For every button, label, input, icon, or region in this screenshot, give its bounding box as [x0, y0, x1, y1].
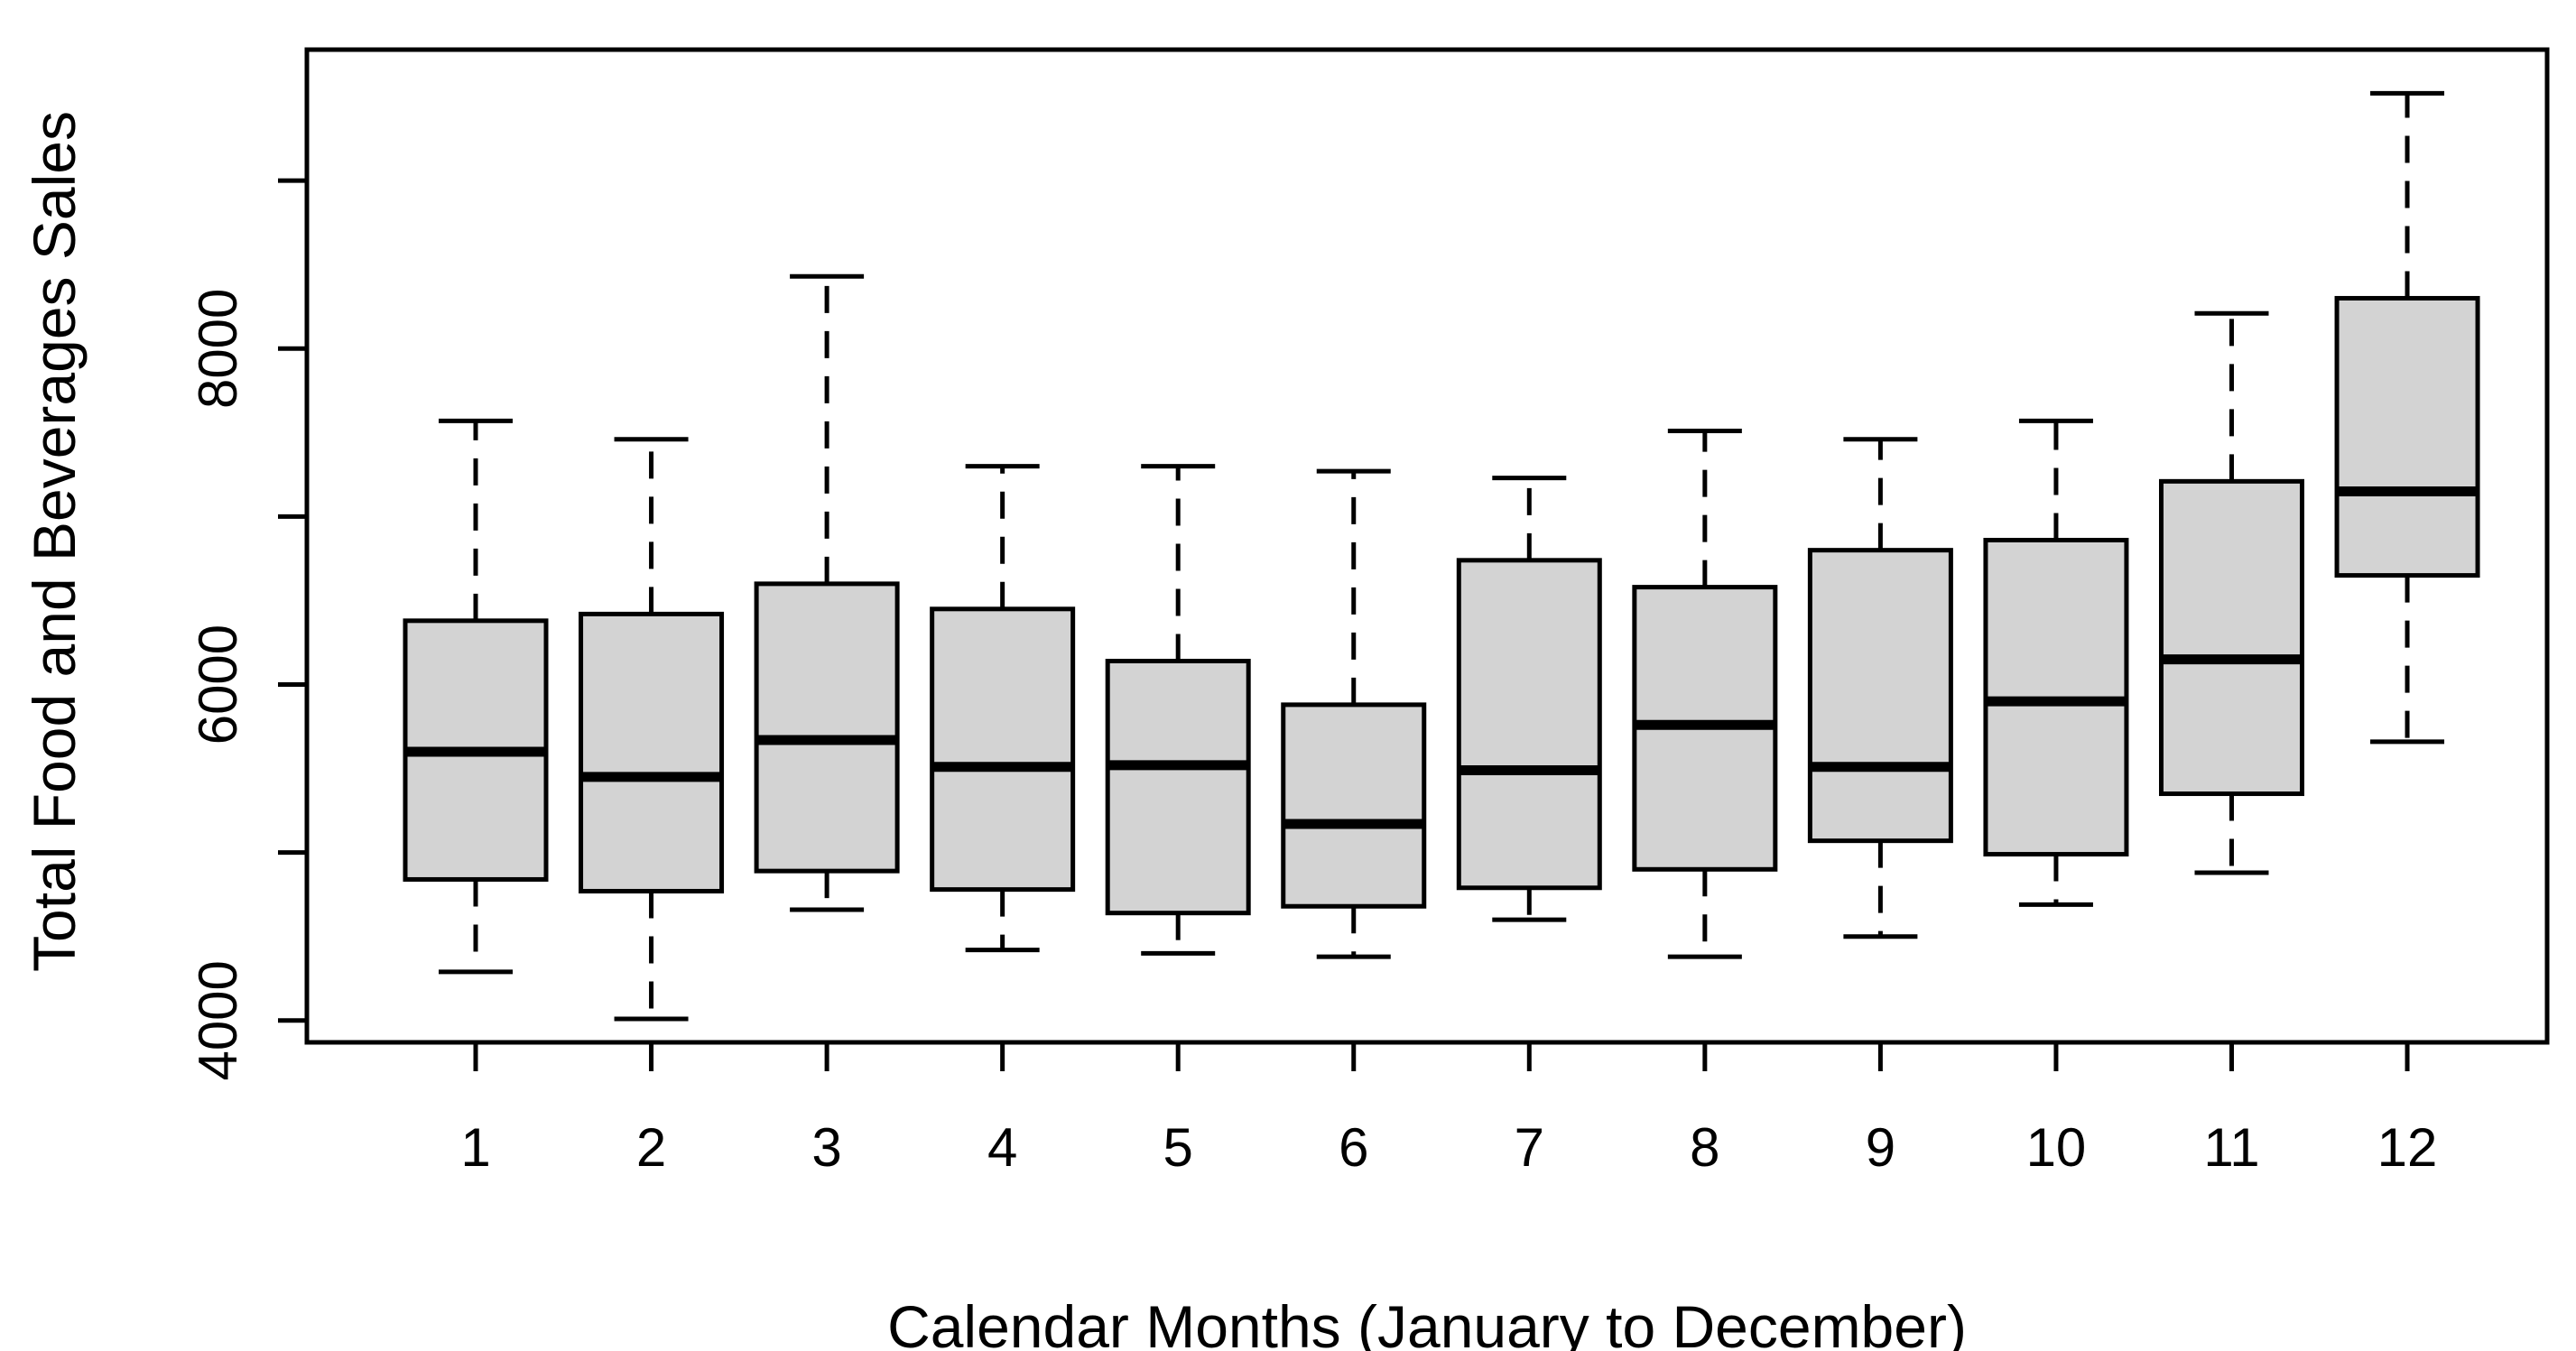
x-tick-label-2: 2 — [636, 1117, 666, 1178]
y-axis-title: Total Food and Beverages Sales — [21, 111, 88, 972]
plot-border — [304, 47, 2550, 1045]
x-axis-title: Calendar Months (January to December) — [887, 1293, 1967, 1351]
x-tick-label-7: 7 — [1515, 1117, 1544, 1178]
x-tick-label-10: 10 — [2026, 1117, 2087, 1178]
box-month-5 — [1105, 658, 1251, 916]
x-tick-label-9: 9 — [1866, 1117, 1895, 1178]
y-tick-label-8000: 8000 — [188, 289, 248, 409]
x-tick-label-1: 1 — [460, 1117, 490, 1178]
box-month-4 — [930, 606, 1076, 893]
x-tick-label-8: 8 — [1690, 1117, 1719, 1178]
x-tick-label-11: 11 — [2203, 1117, 2259, 1178]
box-month-9 — [1807, 548, 1953, 844]
box-month-12 — [2334, 295, 2480, 578]
box-month-2 — [579, 611, 725, 893]
box-month-6 — [1281, 702, 1427, 909]
x-tick-label-5: 5 — [1163, 1117, 1193, 1178]
box-month-7 — [1456, 558, 1602, 891]
x-tick-label-3: 3 — [811, 1117, 841, 1178]
x-tick-label-6: 6 — [1339, 1117, 1368, 1178]
y-tick-label-4000: 4000 — [188, 960, 248, 1080]
y-tick-label-6000: 6000 — [188, 625, 248, 745]
x-tick-label-12: 12 — [2377, 1117, 2438, 1178]
box-month-11 — [2159, 478, 2304, 797]
box-month-3 — [754, 581, 900, 874]
x-tick-label-4: 4 — [987, 1117, 1017, 1178]
